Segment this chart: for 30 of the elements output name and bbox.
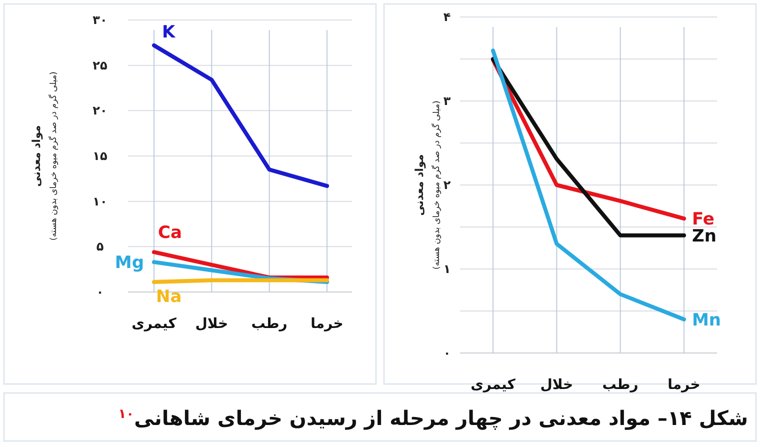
series-label: Na (156, 287, 182, 308)
x-tick-label: رطب (602, 377, 638, 393)
x-tick-label: خرما (310, 316, 344, 332)
y-tick-label: ۳ (443, 94, 452, 108)
y-tick-label: ۵ (96, 240, 104, 254)
y-tick-label: ۱۵ (92, 149, 108, 163)
series-label: Mg (114, 253, 144, 274)
y-tick-label: ۳۰ (92, 13, 108, 27)
line-series (491, 48, 686, 322)
y-tick-label: ۲۰ (92, 104, 108, 118)
x-tick-label: کیمری (132, 316, 178, 332)
x-tick-label: رطب (251, 316, 288, 332)
line-series (152, 43, 329, 188)
series-label: Ca (158, 223, 182, 244)
x-tick-label: خلال (195, 316, 228, 332)
y-tick-label: ۰ (96, 285, 104, 299)
y-tick-label: ۰ (443, 346, 451, 360)
series-label: K (162, 22, 176, 42)
y-tick-label: ۱ (443, 262, 451, 276)
y-tick-label: ۲ (443, 178, 452, 192)
y-axis-title: مواد معدنی (میلی گرم در صد گرم میوه خرمای بدون هسته) (413, 100, 442, 270)
y-tick-label: ۲۵ (92, 58, 108, 72)
x-tick-label: کیمری (470, 377, 516, 393)
y-axis-title: مواد معدنی (میلی گرم در صد گرم میوه خرمای بدون هسته) (30, 72, 59, 240)
x-tick-label: خرما (668, 377, 700, 393)
y-tick-label: ۱۰ (92, 194, 108, 208)
text: شکل ۱۴– مواد معدنی در چهار مرحله از رسیدن خرمای شاهانی$^{۱۰}$ (118, 406, 748, 430)
x-tick-label: خلال (540, 377, 574, 393)
y-tick-label: ۴ (443, 10, 451, 24)
series-label: Mn (692, 310, 722, 330)
